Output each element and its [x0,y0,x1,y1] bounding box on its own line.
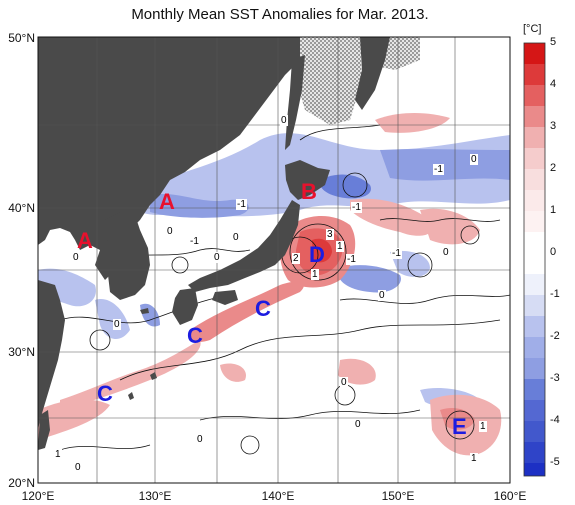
colorbar-tick: 2 [550,162,557,174]
contour-label: 0 [232,232,240,243]
contour-label: -1 [346,254,357,265]
contour-label: 0 [196,434,204,445]
contour-label: -1 [189,236,200,247]
colorbar-unit: [°C] [523,23,542,35]
contour-label: 0 [354,419,362,430]
contour-label: 3 [326,229,334,240]
region-label-a: A [159,189,175,214]
contour-label: 0 [213,252,221,263]
colorbar-tick: 5 [550,36,557,48]
colorbar-tick: 1 [550,204,557,216]
contour-label: 0 [378,290,386,301]
contour-label: 2 [292,253,300,264]
colorbar-tick: -4 [550,414,560,426]
map-title: Monthly Mean SST Anomalies for Mar. 2013… [131,6,429,23]
region-label-b: B [301,179,317,204]
colorbar-tick: -3 [550,372,560,384]
contour-label: 0 [470,154,478,165]
colorbar-tick: -1 [550,288,560,300]
colorbar-tick: 0 [550,246,557,258]
contour-label: 0 [340,377,348,388]
colorbar-tick: -5 [550,456,560,468]
colorbar-tick: 3 [550,120,557,132]
contour-label: 1 [470,453,478,464]
contour-label: 1 [336,241,344,252]
graticule [38,37,510,483]
contour-label: 1 [54,449,62,460]
region-label-a: A [77,228,93,253]
region-label-e: E [452,414,467,439]
contour-label: 0 [113,319,121,330]
contour-label: 0 [166,226,174,237]
contour-label: -1 [351,202,362,213]
region-label-c: C [97,381,113,406]
region-label-d: D [309,242,325,267]
contour-label: 1 [479,421,487,432]
region-label-c: C [255,296,271,321]
contour-label: 0 [442,247,450,258]
colorbar-tick: 4 [550,78,557,90]
colorbar [523,42,546,477]
lat-label-50n: 50°N [8,31,35,45]
lon-label-150e: 150°E [381,489,415,503]
contour-label: -1 [236,199,247,210]
lat-label-20n: 20°N [8,476,35,490]
contour-label: 0 [72,252,80,263]
lon-label-130e: 130°E [138,489,172,503]
lon-label-160e: 160°E [493,489,527,503]
contour-label: 1 [311,269,319,280]
lat-label-40n: 40°N [8,201,35,215]
lon-label-120e: 120°E [21,489,55,503]
contour-label: -1 [433,164,444,175]
region-label-c: C [187,323,203,348]
lat-label-30n: 30°N [8,345,35,359]
contour-label: 0 [280,115,288,126]
contour-label: -1 [391,248,402,259]
colorbar-tick: -2 [550,330,560,342]
lon-label-140e: 140°E [261,489,295,503]
contour-label: 0 [74,462,82,473]
anomaly-shading [38,37,510,456]
